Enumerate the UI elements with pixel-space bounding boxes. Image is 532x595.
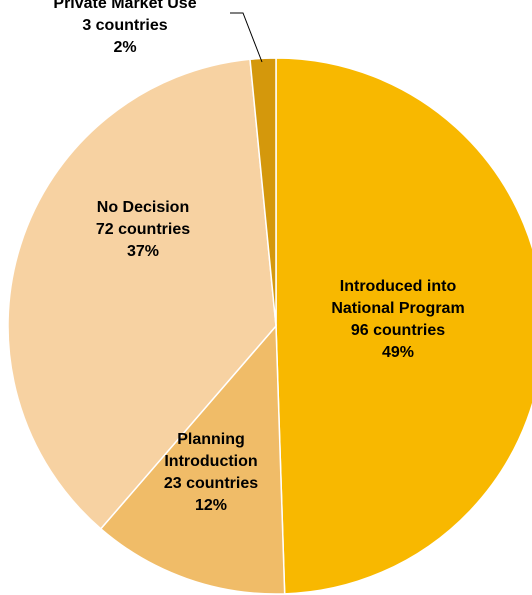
pie-slice-no-decision: [7, 58, 277, 530]
slice-label-no-decision: No Decision 72 countries 37%: [96, 199, 190, 260]
pie-slice-introduced-into-national-program: [275, 57, 532, 595]
pie-slice-planning-introduction: [99, 324, 286, 595]
pie-slices: [7, 57, 532, 595]
slice-labels: Introduced into National Program 96 countr…: [53, 0, 464, 514]
slice-label-private-market-use: Private Market Use 3 countries 2%: [53, 0, 196, 56]
slice-label-planning-introduction: Planning Introduction 23 countries 12%: [164, 431, 258, 514]
leader-lines: [230, 12, 263, 63]
leader-line-private-market-use: [230, 12, 263, 63]
pie-slice-private-market-use: [249, 57, 277, 327]
slice-label-introduced-into-national-program: Introduced into National Program 96 countr…: [331, 278, 464, 361]
